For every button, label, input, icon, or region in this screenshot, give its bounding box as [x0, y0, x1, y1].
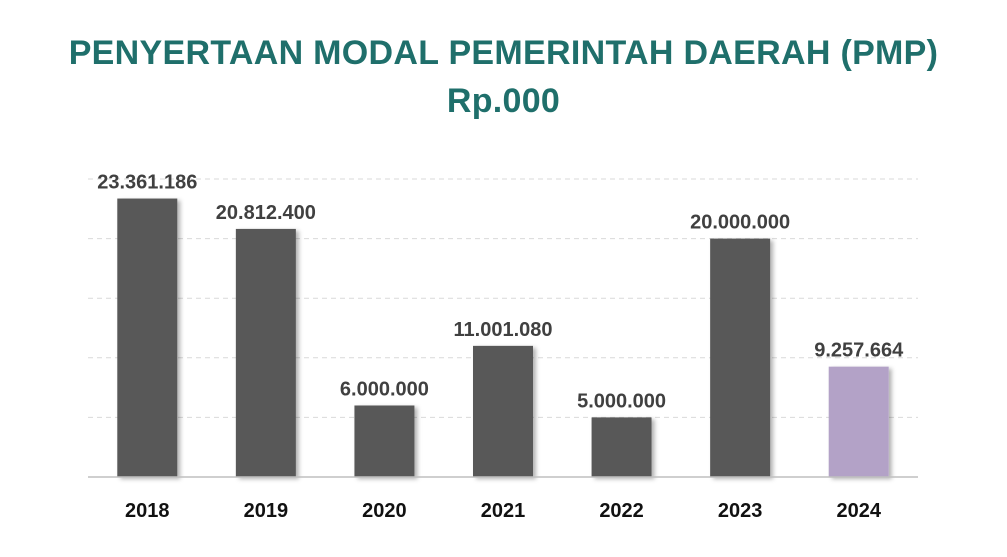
bar-2018: [117, 198, 178, 477]
bar-2022: [591, 417, 652, 477]
x-tick-label-2018: 2018: [125, 500, 170, 522]
chart-title: PENYERTAAN MODAL PEMERINTAH DAERAH (PMP): [68, 34, 939, 72]
data-label-2021: 11.001.080: [454, 319, 553, 341]
x-tick-label-2019: 2019: [244, 500, 289, 522]
data-label-2018: 23.361.186: [97, 172, 197, 194]
x-tick-label-2022: 2022: [599, 500, 644, 522]
x-tick-label-2024: 2024: [836, 500, 881, 522]
chart-subtitle: Rp.000: [446, 82, 561, 120]
bar-2019: [235, 228, 296, 477]
data-label-2020: 6.000.000: [340, 378, 429, 400]
data-label-2019: 20.812.400: [216, 202, 316, 224]
x-tick-label-2020: 2020: [362, 500, 407, 522]
bar-2023: [710, 238, 771, 477]
data-label-2022: 5.000.000: [577, 390, 666, 412]
bar-2021: [473, 345, 533, 477]
data-label-2023: 20.000.000: [690, 212, 790, 234]
x-tick-label-2023: 2023: [718, 500, 763, 522]
x-tick-label-2021: 2021: [481, 500, 526, 522]
data-label-2024: 9.257.664: [814, 340, 904, 362]
bar-2020: [354, 405, 415, 477]
bar-2024: [828, 366, 889, 477]
